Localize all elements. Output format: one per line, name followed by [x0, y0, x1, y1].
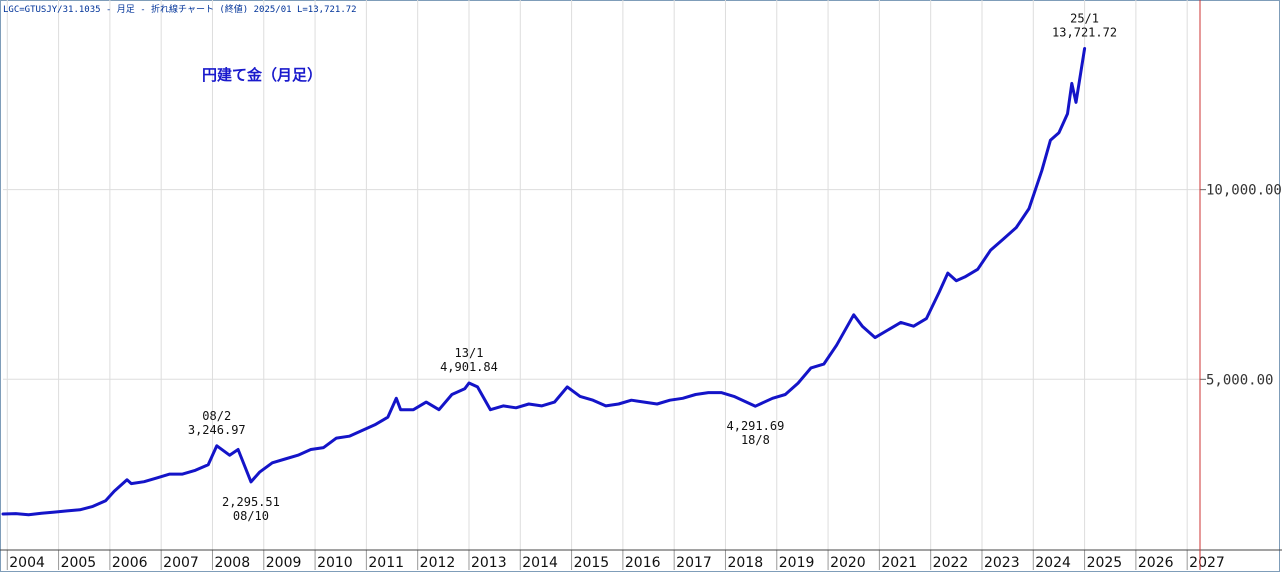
y-tick-label: 5,000.00: [1206, 372, 1273, 388]
annotation-label-bottom: 08/10: [233, 509, 269, 523]
x-tick-label: 2026: [1138, 555, 1174, 571]
x-tick-label: 2015: [574, 555, 610, 571]
annotation-label-top: 08/2: [202, 409, 231, 423]
annotation-label-top: 13/1: [455, 346, 484, 360]
annotation-label-bottom: 13,721.72: [1052, 25, 1117, 39]
x-tick-label: 2023: [984, 555, 1020, 571]
x-tick-label: 2021: [881, 555, 917, 571]
x-tick-label: 2006: [112, 555, 148, 571]
x-tick-label: 2009: [266, 555, 302, 571]
annotation-label-top: 25/1: [1070, 11, 1099, 25]
annotation-label-bottom: 4,901.84: [440, 360, 498, 374]
x-tick-label: 2005: [61, 555, 97, 571]
x-tick-label: 2022: [933, 555, 969, 571]
x-tick-label: 2019: [779, 555, 815, 571]
x-tick-label: 2024: [1035, 555, 1071, 571]
x-tick-label: 2013: [471, 555, 507, 571]
x-tick-label: 2008: [214, 555, 250, 571]
annotation-label-top: 4,291.69: [727, 419, 785, 433]
x-tick-label: 2007: [163, 555, 199, 571]
x-tick-label: 2004: [9, 555, 45, 571]
x-tick-label: 2012: [420, 555, 456, 571]
x-tick-label: 2014: [522, 555, 558, 571]
annotation-label-bottom: 18/8: [741, 433, 770, 447]
x-tick-label: 2025: [1087, 555, 1123, 571]
annotation-label-bottom: 3,246.97: [188, 423, 246, 437]
x-tick-label: 2016: [625, 555, 661, 571]
x-tick-label: 2011: [368, 555, 404, 571]
x-tick-label: 2020: [830, 555, 866, 571]
x-tick-label: 2017: [676, 555, 712, 571]
series-line: [1, 47, 1087, 517]
chart-header-text: LGC=GTUSJY/31.1035 - 月足 - 折れ線チャート (終値) 2…: [3, 5, 357, 15]
x-tick-label: 2010: [317, 555, 353, 571]
x-tick-label: 2027: [1189, 555, 1225, 571]
annotation-label-top: 2,295.51: [222, 495, 280, 509]
y-tick-label: 10,000.00: [1206, 183, 1282, 199]
chart-title: 円建て金（月足）: [202, 66, 323, 84]
x-tick-label: 2018: [727, 555, 763, 571]
